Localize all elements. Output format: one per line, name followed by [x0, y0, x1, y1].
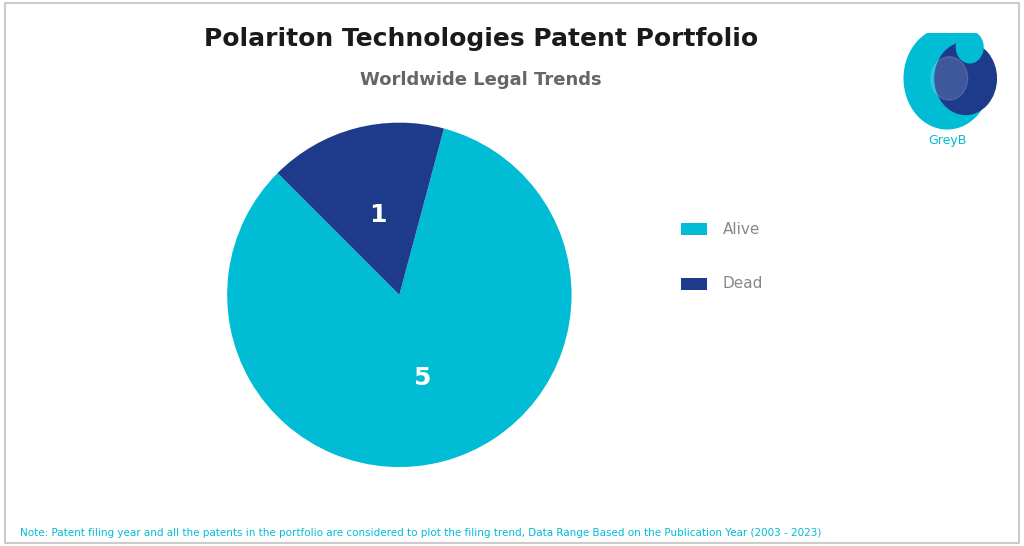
Circle shape: [956, 32, 983, 63]
Text: Worldwide Legal Trends: Worldwide Legal Trends: [360, 71, 602, 89]
Text: Alive: Alive: [723, 222, 760, 237]
Text: 1: 1: [370, 203, 387, 227]
Text: 5: 5: [413, 366, 430, 390]
Wedge shape: [278, 123, 444, 295]
Text: Note: Patent filing year and all the patents in the portfolio are considered to : Note: Patent filing year and all the pat…: [20, 528, 822, 538]
Text: Dead: Dead: [723, 276, 763, 292]
Circle shape: [935, 43, 996, 115]
Circle shape: [904, 28, 990, 129]
Text: Polariton Technologies Patent Portfolio: Polariton Technologies Patent Portfolio: [204, 27, 759, 51]
Text: GreyB: GreyB: [928, 134, 967, 147]
Wedge shape: [227, 128, 571, 467]
Circle shape: [931, 57, 968, 100]
